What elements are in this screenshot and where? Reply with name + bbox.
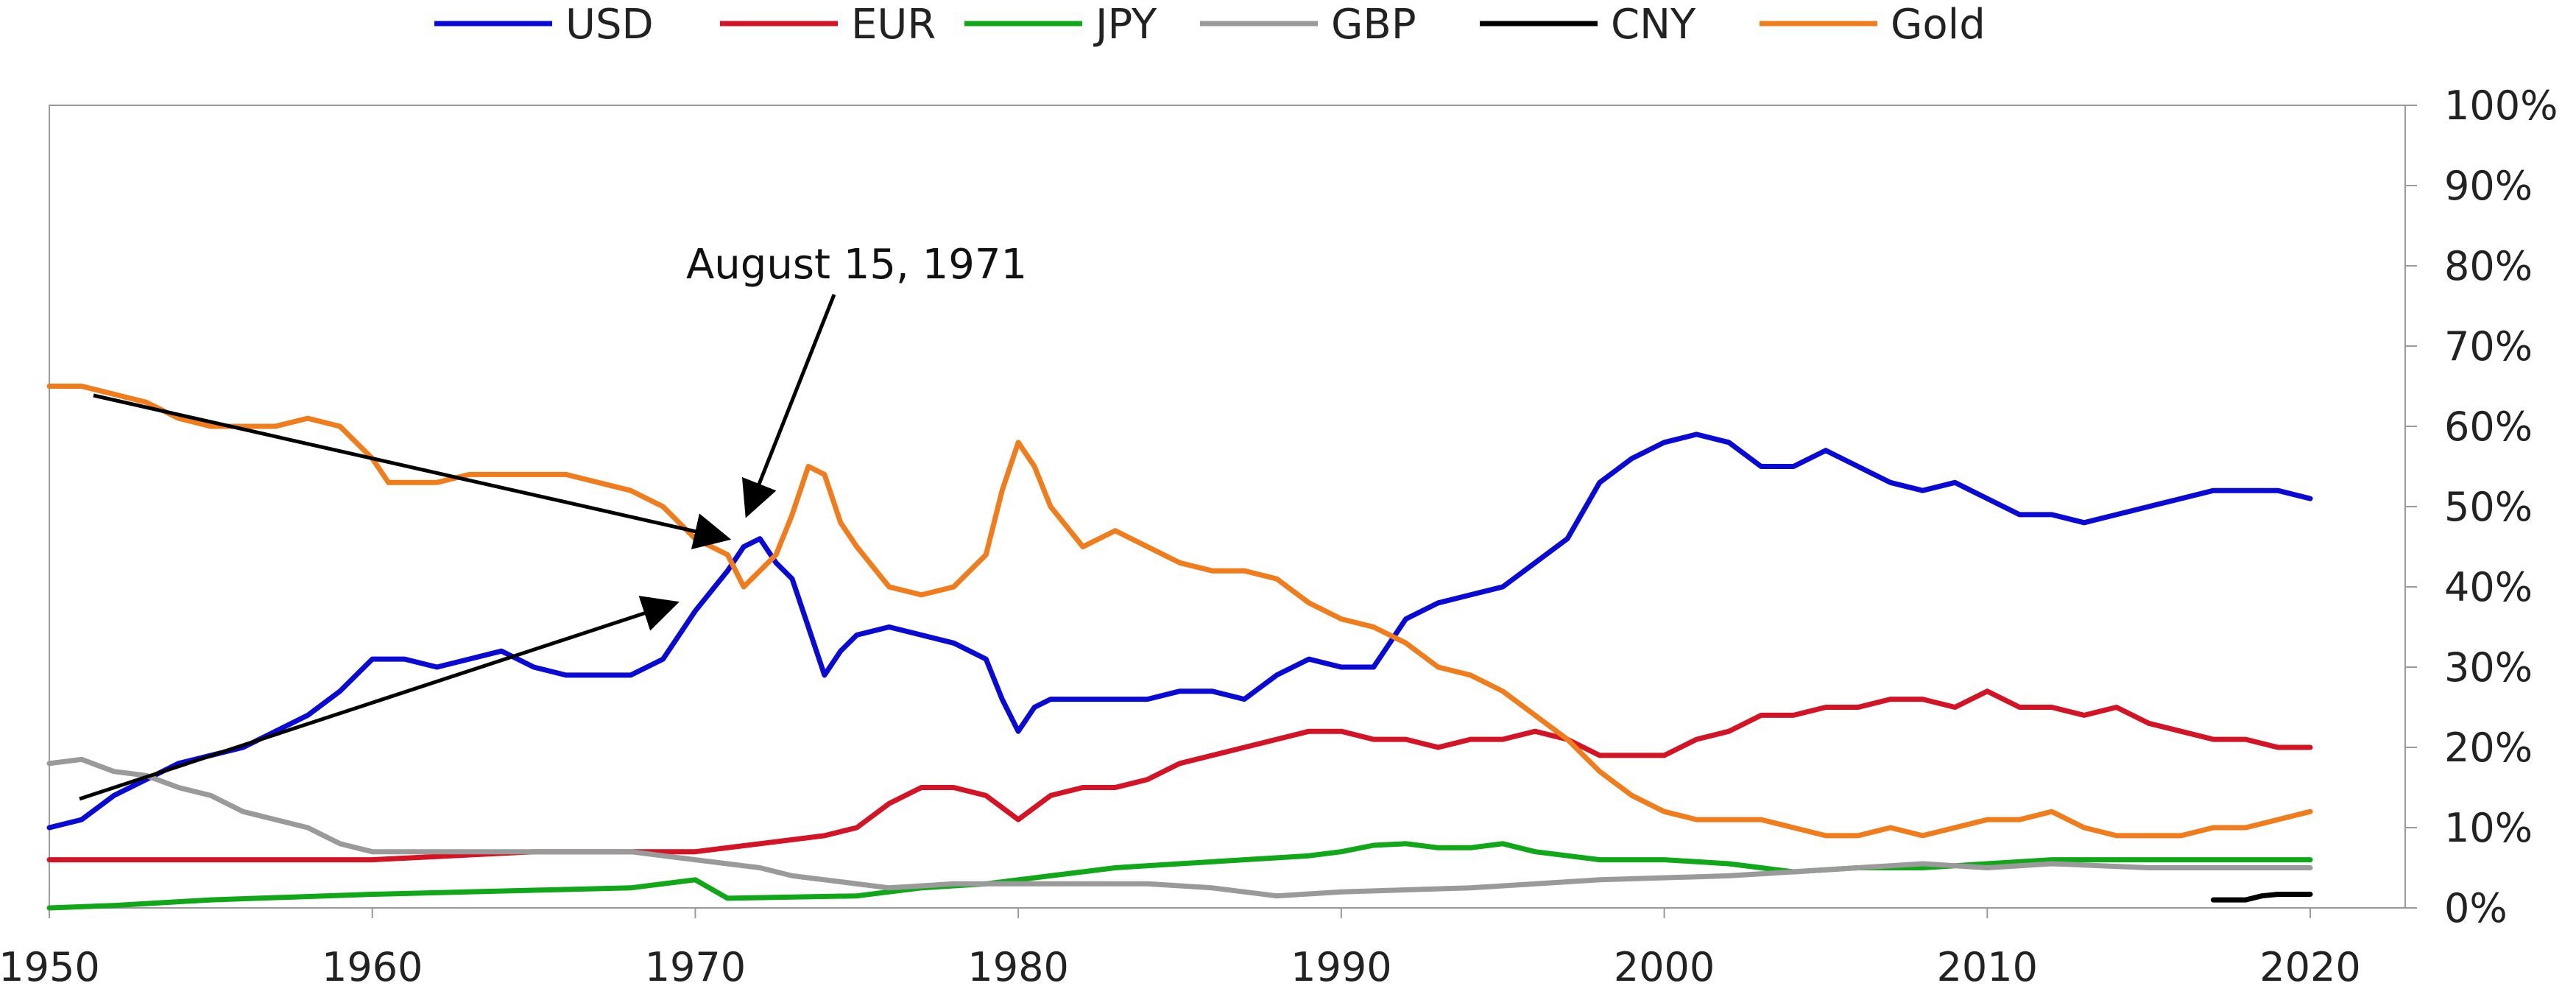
y-tick-label: 10% — [2444, 805, 2533, 851]
y-tick-label: 50% — [2444, 484, 2533, 530]
annotation: August 15, 1971 — [79, 241, 1027, 801]
y-tick-label: 20% — [2444, 725, 2533, 771]
x-tick-label: 2010 — [1937, 944, 2038, 990]
y-tick-label: 100% — [2444, 82, 2558, 129]
y-tick-label: 70% — [2444, 323, 2533, 370]
y-tick-label: 30% — [2444, 644, 2533, 691]
series-line-cny — [2210, 892, 2313, 903]
x-tick-label: 1980 — [967, 944, 1068, 990]
series-line-eur — [46, 688, 2313, 863]
legend-label-gbp: GBP — [1331, 1, 1416, 49]
annotation-arrow — [93, 393, 732, 550]
x-tick-label: 2000 — [1614, 944, 1715, 990]
x-tick-label: 1970 — [645, 944, 746, 990]
legend-label-cny: CNY — [1611, 1, 1696, 49]
x-tick-label: 1950 — [0, 944, 100, 990]
x-tick-label: 1990 — [1291, 944, 1391, 990]
series-line-gbp — [46, 756, 2313, 899]
legend-label-jpy: JPY — [1093, 1, 1157, 49]
y-tick-label: 60% — [2444, 404, 2533, 450]
y-tick-label: 80% — [2444, 243, 2533, 289]
x-tick-label: 1960 — [322, 944, 423, 990]
y-tick-label: 90% — [2444, 163, 2533, 209]
legend-label-usd: USD — [565, 1, 654, 49]
plot-area-frame — [49, 105, 2406, 909]
annotation-label: August 15, 1971 — [686, 241, 1027, 289]
annotation-arrow — [741, 294, 836, 518]
annotation-arrow — [79, 596, 680, 801]
annotation-arrows — [79, 294, 836, 801]
x-axis: 1950 1960 1970 1980 1990 2000 2010 2020 — [0, 908, 2361, 990]
legend-label-gold: Gold — [1891, 1, 1986, 49]
series-lines — [46, 384, 2313, 911]
series-line-gold — [46, 384, 2313, 839]
y-tick-label: 0% — [2444, 885, 2508, 931]
legend-label-eur: EUR — [851, 1, 936, 49]
y-tick-label: 40% — [2444, 564, 2533, 610]
x-tick-label: 2020 — [2259, 944, 2360, 990]
series-line-usd — [46, 431, 2313, 831]
y-axis: 0% 10% 20% 30% 40% 50% 60% 70% 80% 90% 100% — [2405, 82, 2558, 931]
chart-legend: USD EUR JPY GBP CNY Gold — [434, 1, 1986, 49]
